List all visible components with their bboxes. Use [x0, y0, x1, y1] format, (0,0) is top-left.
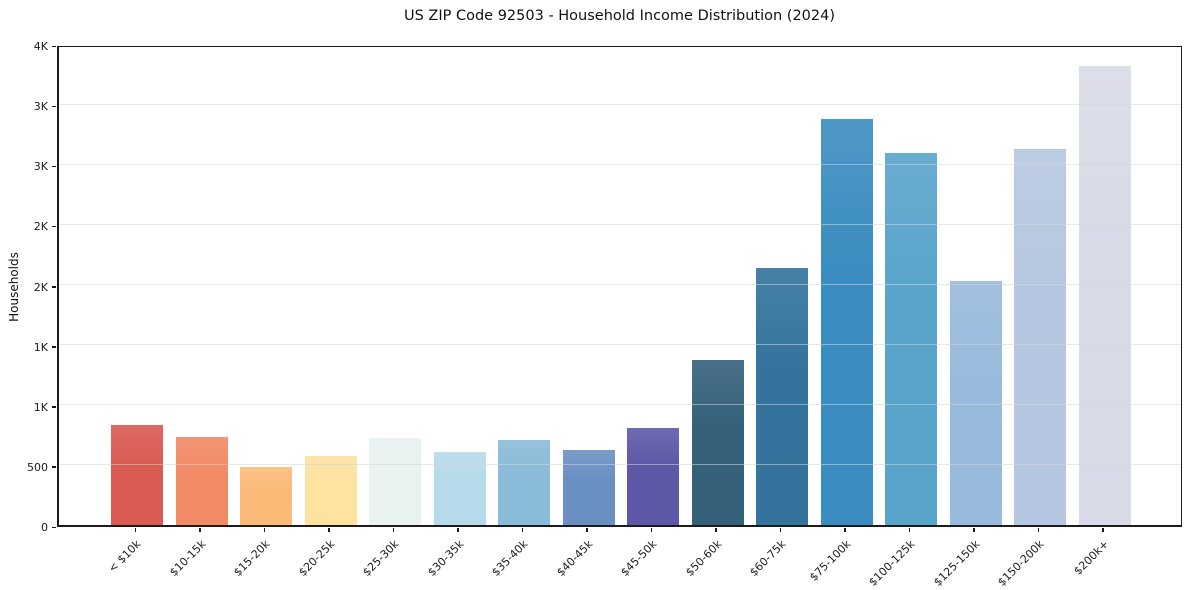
x-tick-label: $10-15k — [166, 537, 208, 579]
x-tick-mark — [586, 528, 588, 532]
y-tick-label: 1K — [33, 340, 48, 354]
y-tick-label: 3K — [33, 160, 48, 174]
gridline-2000 — [59, 284, 1181, 285]
x-tick-label: $35-40k — [489, 537, 531, 579]
y-tick-mark — [52, 466, 56, 468]
x-tick-label: $100-125k — [866, 537, 918, 589]
y-tick-mark — [52, 105, 56, 108]
bar-$20-25k — [304, 455, 357, 525]
bar-< $10k — [111, 425, 163, 525]
x-tick-label: $75-100k — [806, 537, 853, 584]
gridline-3000 — [59, 163, 1181, 165]
x-tick-mark — [521, 528, 523, 532]
x-tick-mark — [650, 528, 652, 532]
x-tick-label: $150-200k — [995, 537, 1047, 589]
y-tick-mark — [52, 165, 56, 168]
x-tick-label: $30-35k — [424, 537, 466, 579]
y-tick-label: 0 — [41, 521, 48, 534]
x-tick-mark — [1102, 528, 1104, 532]
x-tick-mark — [973, 528, 975, 532]
bar-$25-30k — [369, 437, 421, 525]
y-tick-mark — [52, 286, 56, 288]
y-tick-label: 4K — [33, 40, 48, 53]
y-tick-label: 2K — [33, 220, 48, 234]
x-tick-label: $200k+ — [1070, 537, 1111, 578]
y-tick-mark — [52, 225, 56, 228]
bar-$15-20k — [240, 467, 292, 525]
bar-$200k+ — [1078, 66, 1131, 525]
x-tick-mark — [263, 528, 265, 532]
x-tick-mark — [908, 528, 910, 532]
gridline-1500 — [59, 344, 1181, 346]
gridline-2500 — [59, 223, 1181, 225]
y-tick-label: 1K — [33, 400, 48, 414]
x-tick-label: $50-60k — [682, 537, 724, 579]
x-tick-mark — [392, 528, 394, 532]
bar-$45-50k — [627, 428, 679, 525]
bar-$150-200k — [1014, 149, 1066, 525]
bar-$40-45k — [562, 449, 615, 525]
plot-area — [57, 46, 1182, 527]
bar-$35-40k — [498, 439, 550, 525]
x-tick-label: $125-150k — [930, 537, 982, 589]
gridline-3500 — [59, 103, 1181, 105]
bar-$30-35k — [433, 451, 486, 525]
y-tick-mark — [52, 346, 56, 348]
bar-$10-15k — [175, 437, 228, 525]
x-tick-mark — [134, 528, 136, 532]
x-tick-label: < $10k — [105, 537, 144, 576]
bar-$50-60k — [691, 360, 744, 525]
y-tick-label: 500 — [27, 460, 48, 474]
x-tick-mark — [199, 528, 201, 532]
x-tick-label: $20-25k — [295, 537, 337, 579]
gridline-1000 — [59, 404, 1181, 406]
x-tick-label: $45-50k — [618, 537, 660, 579]
bar-$100-125k — [885, 153, 937, 525]
bar-$60-75k — [756, 267, 808, 525]
x-tick-mark — [715, 528, 717, 532]
y-tick-mark — [52, 406, 56, 408]
x-tick-label: $25-30k — [360, 537, 402, 579]
y-tick-mark — [52, 526, 56, 528]
chart-title: US ZIP Code 92503 - Household Income Dis… — [403, 8, 836, 24]
x-tick-mark — [779, 528, 781, 532]
y-tick-label: 2K — [33, 280, 48, 294]
x-tick-mark — [1037, 528, 1039, 532]
x-tick-label: $40-45k — [553, 537, 595, 579]
bar-$125-150k — [949, 280, 1002, 525]
gridline-500 — [59, 464, 1181, 466]
y-tick-label: 3K — [33, 100, 48, 114]
x-tick-mark — [457, 528, 459, 532]
x-tick-mark — [328, 528, 330, 532]
x-tick-mark — [844, 528, 846, 532]
x-tick-label: $15-20k — [231, 537, 273, 579]
y-tick-mark — [52, 45, 56, 47]
bar-$75-100k — [820, 118, 873, 525]
x-tick-label: $60-75k — [747, 537, 789, 579]
